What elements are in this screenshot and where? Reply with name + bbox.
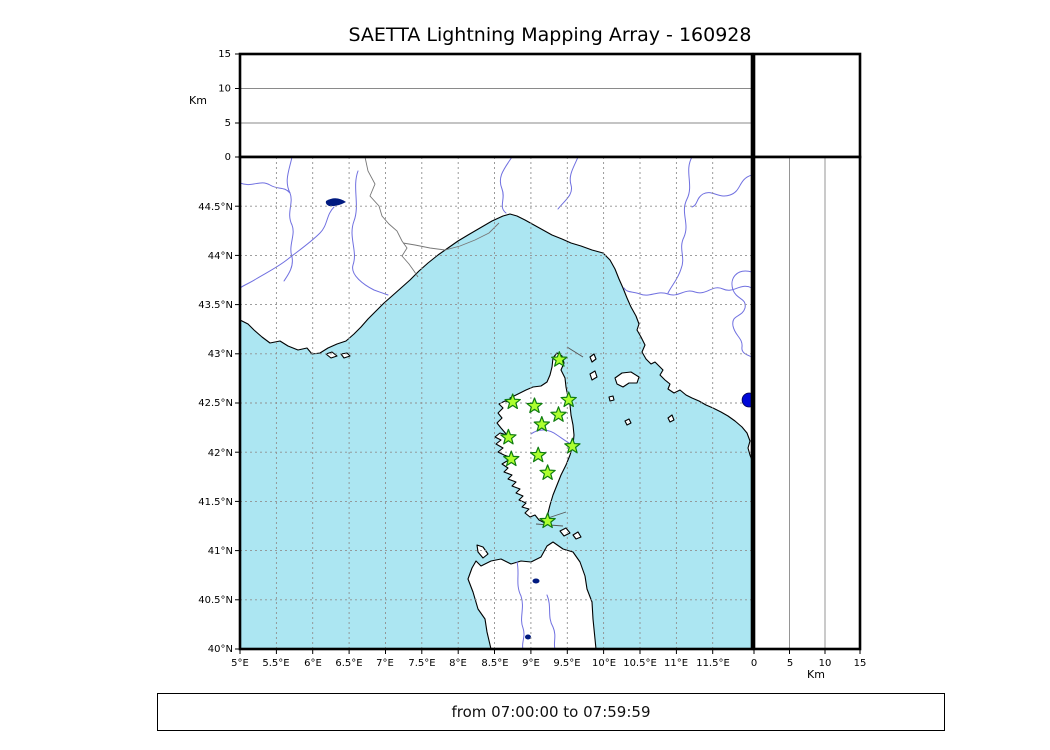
lon-tick: 10.5°E bbox=[623, 658, 657, 669]
river bbox=[557, 157, 579, 210]
time-range-text: from 07:00:00 to 07:59:59 bbox=[451, 703, 651, 721]
lat-tick: 43.5°N bbox=[198, 300, 233, 311]
right-altitude-panel: 0 5 10 15 Km bbox=[751, 155, 867, 681]
river bbox=[499, 157, 513, 214]
lon-tick: 8°E bbox=[449, 658, 467, 669]
misc-line bbox=[566, 346, 584, 358]
lat-tick: 44.5°N bbox=[198, 202, 233, 213]
lake bbox=[525, 634, 531, 640]
border-line bbox=[402, 222, 500, 251]
alt-tick-15: 15 bbox=[218, 49, 231, 60]
lon-tick: 6.5°E bbox=[335, 658, 362, 669]
plot-title: SAETTA Lightning Mapping Array - 160928 bbox=[348, 24, 752, 46]
lat-tick: 42°N bbox=[208, 448, 233, 459]
coastline-mainland bbox=[240, 157, 752, 461]
time-range-box: from 07:00:00 to 07:59:59 bbox=[157, 693, 945, 731]
river bbox=[546, 594, 556, 649]
latitude-labels: 44.5°N 44°N 43.5°N 43°N 42.5°N 42°N 41.5… bbox=[198, 202, 233, 655]
lat-tick: 42.5°N bbox=[198, 398, 233, 409]
island-maddalena-1 bbox=[559, 527, 571, 537]
island-giglio bbox=[667, 414, 675, 423]
island-gorgona bbox=[589, 353, 597, 363]
island-maddalena-2 bbox=[572, 531, 582, 540]
island-asinara bbox=[476, 544, 489, 559]
lon-tick: 5°E bbox=[231, 658, 249, 669]
alt-tick-0: 0 bbox=[225, 152, 231, 163]
lon-tick: 7°E bbox=[376, 658, 394, 669]
islands bbox=[325, 351, 675, 559]
river bbox=[351, 170, 389, 296]
lon-tick: 8.5°E bbox=[481, 658, 508, 669]
river bbox=[731, 270, 752, 358]
lake bbox=[325, 198, 346, 207]
lat-tick: 40.5°N bbox=[198, 595, 233, 606]
river bbox=[240, 206, 335, 289]
border-line bbox=[364, 157, 419, 278]
island-pianosa bbox=[608, 395, 615, 402]
river bbox=[623, 285, 752, 296]
lon-tick: 7.5°E bbox=[408, 658, 435, 669]
lat-tick: 41°N bbox=[208, 546, 233, 557]
lat-tick: 43°N bbox=[208, 349, 233, 360]
river bbox=[516, 561, 525, 649]
right-panel-x-ticks: 0 5 10 15 bbox=[751, 649, 867, 669]
alt-axis-label-bottom: Km bbox=[807, 668, 825, 681]
top-altitude-panel: 15 10 5 0 Km bbox=[189, 49, 754, 163]
river bbox=[240, 182, 291, 194]
lat-tick: 44°N bbox=[208, 251, 233, 262]
lat-tick: 40°N bbox=[208, 644, 233, 655]
island-elba bbox=[614, 371, 640, 388]
lon-tick: 11°E bbox=[664, 658, 688, 669]
island-hyeres-1 bbox=[325, 351, 338, 359]
lon-tick: 6°E bbox=[304, 658, 322, 669]
rivers bbox=[240, 157, 752, 649]
lon-tick: 9.5°E bbox=[553, 658, 580, 669]
coastline-sardinia bbox=[467, 541, 597, 649]
country-borders bbox=[364, 157, 500, 278]
river bbox=[667, 157, 693, 294]
island-capraia bbox=[589, 370, 598, 381]
alt-tick-5: 5 bbox=[787, 658, 793, 669]
lon-tick: 10°E bbox=[592, 658, 616, 669]
alt-tick-10: 10 bbox=[218, 84, 231, 95]
alt-tick-15: 15 bbox=[854, 658, 867, 669]
alt-tick-0: 0 bbox=[751, 658, 757, 669]
top-right-panel bbox=[752, 52, 862, 159]
lon-tick: 5.5°E bbox=[262, 658, 289, 669]
lon-tick: 11.5°E bbox=[696, 658, 730, 669]
island-montecristo bbox=[624, 418, 632, 426]
extra-dot-marker bbox=[741, 392, 752, 408]
alt-tick-10: 10 bbox=[819, 658, 832, 669]
island-hyeres-2 bbox=[340, 352, 351, 359]
alt-tick-5: 5 bbox=[225, 118, 231, 129]
lon-tick: 9°E bbox=[522, 658, 540, 669]
map-axis-ticks bbox=[235, 205, 714, 654]
lake bbox=[532, 578, 540, 584]
lma-stations-layer bbox=[500, 351, 752, 529]
river bbox=[283, 157, 294, 282]
map-panel bbox=[240, 157, 752, 649]
graticule bbox=[240, 157, 752, 649]
top-panel-y-ticks: 15 10 5 0 bbox=[218, 49, 240, 163]
alt-axis-label-left: Km bbox=[189, 94, 207, 107]
longitude-labels: 5°E 5.5°E 6°E 6.5°E 7°E 7.5°E 8°E 8.5°E … bbox=[231, 658, 730, 669]
river bbox=[691, 174, 752, 208]
lat-tick: 41.5°N bbox=[198, 497, 233, 508]
